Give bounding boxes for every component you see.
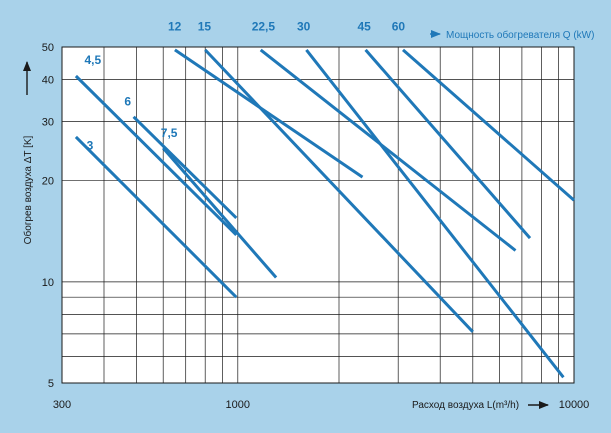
y-tick-label: 40: [42, 75, 54, 87]
series-label: 60: [392, 20, 406, 34]
plot-area: [61, 46, 575, 384]
y-tick-label: 5: [48, 378, 54, 390]
series-line-22-5: [259, 48, 517, 252]
x-axis-title: Расход воздуха L(m³/h): [412, 400, 519, 411]
x-tick-label: 300: [53, 399, 71, 411]
series-line-4-5: [74, 74, 238, 236]
y-tick-label: 50: [42, 42, 54, 54]
y-axis-title: Обогрев воздуха ΔT [K]: [22, 135, 34, 244]
series-line-30: [305, 48, 565, 379]
series-label: 7,5: [161, 126, 178, 140]
series-line-7-5: [162, 147, 278, 279]
series-label: 45: [358, 20, 372, 34]
ticks-layer: 300 1000 10000 5 10 20 30 40 50: [42, 42, 590, 411]
series-line-60: [402, 48, 575, 202]
series-layer: [74, 48, 575, 379]
series-label: 3: [87, 138, 94, 152]
x-tick-label: 1000: [226, 399, 250, 411]
series-label: 12: [168, 20, 182, 34]
series-line-45: [364, 48, 532, 240]
series-label: 6: [124, 94, 131, 108]
series-line-15: [204, 48, 474, 333]
x-tick-label: 10000: [559, 399, 590, 411]
series-line-3: [74, 135, 238, 299]
series-line-6: [132, 115, 238, 219]
secondary-axis-title: Мощность обогревателя Q (kW): [446, 29, 594, 41]
y-tick-label: 10: [42, 277, 54, 289]
series-label: 30: [297, 20, 311, 34]
y-tick-label: 20: [42, 176, 54, 188]
series-label: 15: [198, 20, 212, 34]
series-line-12: [174, 48, 364, 179]
labels-layer: 3 4,5 6 7,5 12 15 22,5 30 45 60: [85, 20, 406, 153]
y-tick-label: 30: [42, 117, 54, 129]
series-label: 4,5: [85, 53, 102, 67]
series-label: 22,5: [252, 20, 276, 34]
